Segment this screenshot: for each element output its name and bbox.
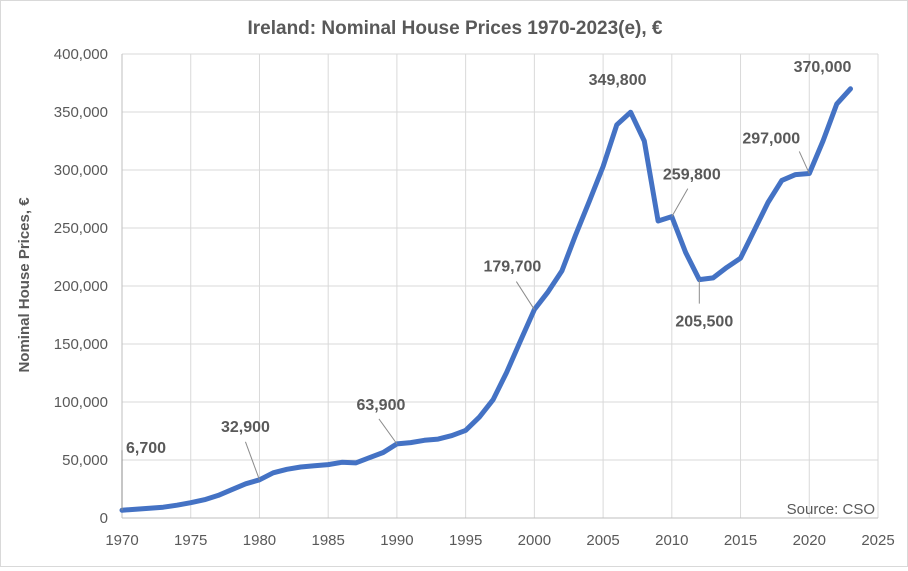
y-tick-label: 50,000 <box>62 452 108 469</box>
gridlines <box>121 53 879 519</box>
data-label-1990: 63,900 <box>356 397 405 414</box>
x-tick-label: 1985 <box>311 532 344 549</box>
y-tick-label: 100,000 <box>54 394 108 411</box>
data-label-leader <box>671 188 689 217</box>
series-layer <box>119 86 853 513</box>
y-tick-label: 350,000 <box>54 104 108 121</box>
x-tick-label: 1970 <box>105 532 138 549</box>
y-tick-label: 400,000 <box>54 46 108 63</box>
axes <box>121 54 878 519</box>
data-label-2000: 179,700 <box>483 259 541 276</box>
data-label-2010: 259,800 <box>663 167 721 184</box>
data-label-1980: 32,900 <box>221 419 270 436</box>
data-label-leader <box>515 281 535 310</box>
y-tick-label: 300,000 <box>54 162 108 179</box>
source-note: Source: CSO <box>787 501 875 518</box>
x-tick-label: 2010 <box>655 532 688 549</box>
x-tick-label: 2025 <box>861 532 894 549</box>
x-tick-label: 1995 <box>449 532 482 549</box>
data-label-2023: 370,000 <box>794 59 852 76</box>
y-tick-label: 250,000 <box>54 220 108 237</box>
x-tick-label: 2005 <box>586 532 619 549</box>
x-tick-label: 2020 <box>793 532 826 549</box>
data-label-leader <box>378 418 398 445</box>
x-tick-label: 2015 <box>724 532 757 549</box>
y-tick-label: 0 <box>100 510 108 527</box>
x-axis-tick-labels: 1970 1975 1980 1985 1990 1995 2000 2005 2010 2015… <box>105 532 894 549</box>
data-label-1970: 6,700 <box>126 440 166 457</box>
y-axis-tick-labels: 0 50,000 100,000 150,000 200,000 250,000 300,0… <box>54 46 108 527</box>
x-tick-label: 1980 <box>243 532 276 549</box>
chart-title: Ireland: Nominal House Prices 1970-2023(… <box>247 18 662 39</box>
y-axis-label: Nominal House Prices, € <box>16 197 33 373</box>
x-tick-label: 1990 <box>380 532 413 549</box>
y-tick-label: 150,000 <box>54 336 108 353</box>
data-label-2020: 297,000 <box>742 130 800 147</box>
data-label-2007: 349,800 <box>589 72 647 89</box>
x-tick-label: 1975 <box>174 532 207 549</box>
data-labels: 6,700 32,900 63,900 179,700 349,800 259,800 20… <box>121 59 852 511</box>
data-label-leader <box>244 441 260 481</box>
x-tick-label: 2000 <box>518 532 551 549</box>
data-label-2012: 205,500 <box>675 314 733 331</box>
series-line-house-prices <box>119 86 853 513</box>
y-tick-label: 200,000 <box>54 278 108 295</box>
data-label-leader <box>798 151 810 174</box>
